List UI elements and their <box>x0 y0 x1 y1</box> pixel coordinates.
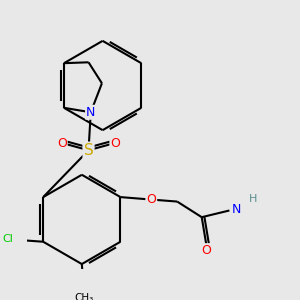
Text: O: O <box>57 137 67 150</box>
Text: O: O <box>146 193 156 206</box>
Text: O: O <box>201 244 211 257</box>
Text: Cl: Cl <box>2 235 13 244</box>
Text: H: H <box>248 194 257 204</box>
Text: O: O <box>110 137 120 150</box>
Text: CH₃: CH₃ <box>74 293 94 300</box>
Text: S: S <box>84 143 93 158</box>
Text: N: N <box>232 203 241 216</box>
Text: N: N <box>86 106 95 119</box>
